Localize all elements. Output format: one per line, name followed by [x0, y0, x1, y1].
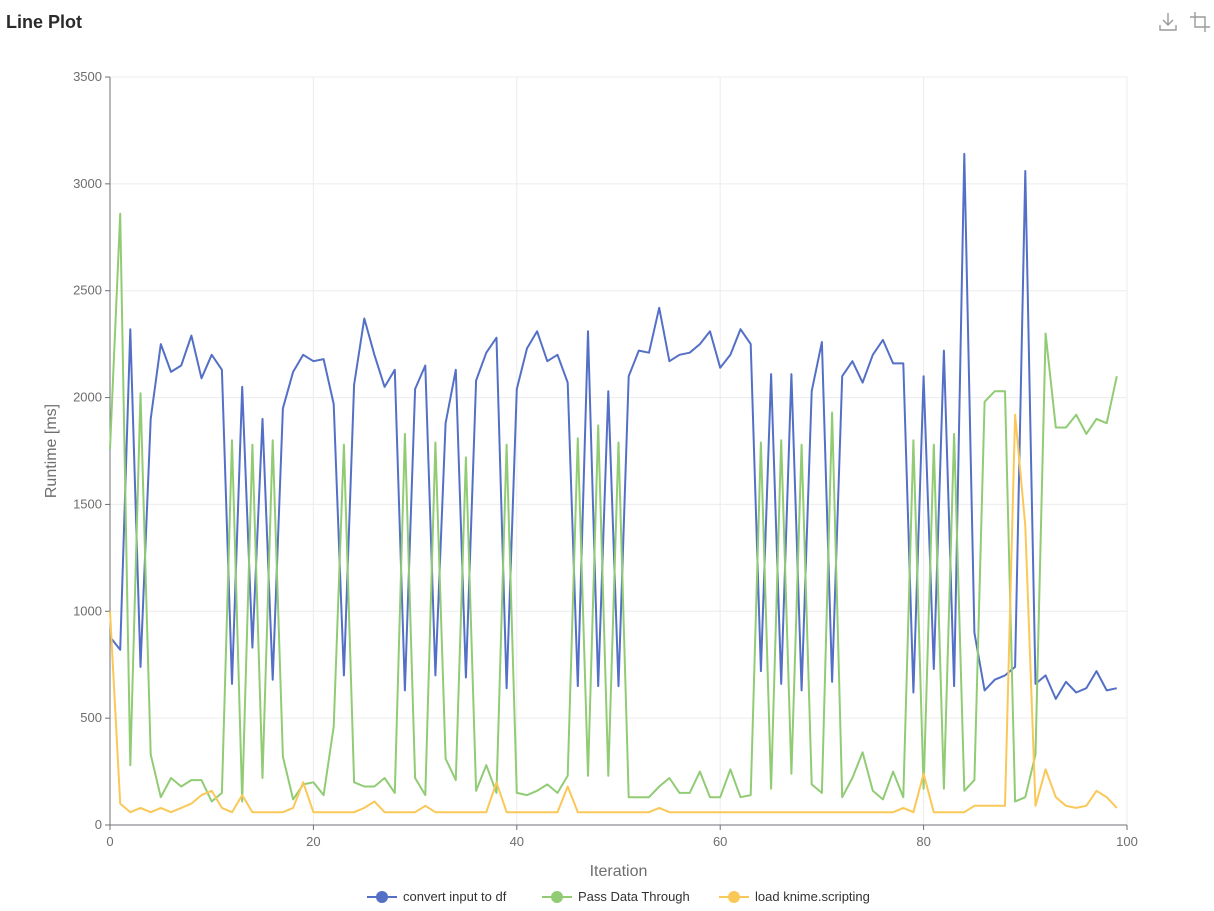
y-tick-label: 3500	[73, 69, 102, 84]
legend-marker	[551, 891, 563, 903]
legend-label: Pass Data Through	[578, 889, 690, 904]
crop-icon[interactable]	[1188, 10, 1212, 34]
legend: convert input to df Pass Data Through load…	[367, 889, 870, 904]
legend-label: load knime.scripting	[755, 889, 870, 904]
legend-marker	[728, 891, 740, 903]
y-axis-label: Runtime [ms]	[43, 404, 60, 498]
y-tick-label: 1500	[73, 496, 102, 511]
legend-item[interactable]: Pass Data Through	[542, 889, 690, 904]
series-line-1	[109, 152, 1118, 700]
series-line-2	[109, 212, 1118, 803]
x-tick-label: 0	[106, 834, 113, 849]
series-line-3	[109, 413, 1118, 814]
legend-item[interactable]: convert input to df	[367, 889, 507, 904]
legend-marker	[376, 891, 388, 903]
y-tick-label: 2500	[73, 283, 102, 298]
x-tick-label: 100	[1116, 834, 1138, 849]
download-icon[interactable]	[1156, 10, 1180, 34]
x-axis-label: Iteration	[590, 863, 648, 880]
y-tick-label: 500	[80, 710, 102, 725]
y-tick-label: 2000	[73, 390, 102, 405]
page-title: Line Plot	[6, 12, 82, 32]
x-tick-label: 20	[306, 834, 320, 849]
x-tick-label: 40	[510, 834, 524, 849]
y-tick-label: 1000	[73, 603, 102, 618]
y-tick-label: 0	[95, 817, 102, 832]
legend-item[interactable]: load knime.scripting	[719, 889, 870, 904]
x-tick-label: 80	[916, 834, 930, 849]
x-tick-label: 60	[713, 834, 727, 849]
y-tick-label: 3000	[73, 176, 102, 191]
legend-label: convert input to df	[403, 889, 507, 904]
